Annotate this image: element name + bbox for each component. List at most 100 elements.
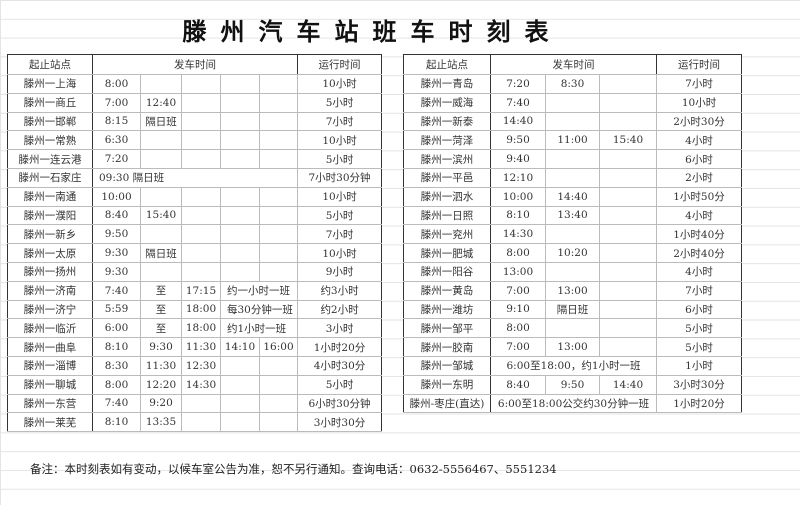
departure-time-cell[interactable]: 8:30 xyxy=(92,355,141,376)
duration-cell[interactable]: 1小时50分 xyxy=(656,186,743,207)
station-cell[interactable]: 滕州一邹城 xyxy=(403,355,491,376)
station-cell[interactable]: 滕州一南通 xyxy=(7,186,93,207)
duration-cell[interactable]: 5小时 xyxy=(297,374,383,395)
departure-time-cell[interactable]: 15:40 xyxy=(140,205,182,226)
departure-time-cell[interactable] xyxy=(181,224,221,245)
station-cell[interactable]: 滕州一石家庄 xyxy=(7,167,93,188)
station-cell[interactable]: 滕州一莱芜 xyxy=(7,412,93,433)
departure-time-cell[interactable]: 14:40 xyxy=(598,374,658,395)
departure-time-cell[interactable] xyxy=(258,186,299,207)
departure-time-cell[interactable]: 8:10 xyxy=(490,205,546,226)
duration-cell[interactable]: 5小时 xyxy=(656,318,743,339)
departure-time-cell[interactable] xyxy=(181,412,221,433)
departure-time-cell[interactable] xyxy=(598,111,658,132)
station-cell[interactable]: 滕州一济南 xyxy=(7,280,93,301)
departure-time-cell[interactable]: 8:00 xyxy=(92,374,141,395)
departure-time-cell[interactable]: 5:59 xyxy=(92,299,141,320)
departure-time-cell[interactable]: 9:50 xyxy=(92,224,141,245)
station-cell[interactable]: 滕州一常熟 xyxy=(7,130,93,151)
departure-time-cell[interactable]: 8:40 xyxy=(92,205,141,226)
station-cell[interactable]: 滕州一胶南 xyxy=(403,337,491,357)
departure-time-cell[interactable] xyxy=(598,280,658,301)
station-cell[interactable]: 滕州一平邑 xyxy=(403,167,491,188)
departure-time-cell[interactable]: 9:30 xyxy=(140,337,182,357)
departure-time-cell[interactable]: 6:00 xyxy=(92,318,141,339)
departure-time-cell[interactable] xyxy=(140,149,182,169)
departure-time-cell[interactable]: 8:00 xyxy=(92,74,141,94)
departure-time-cell[interactable] xyxy=(181,261,221,282)
departure-time-cell[interactable]: 9:10 xyxy=(490,299,546,320)
departure-time-cell[interactable] xyxy=(140,186,182,207)
departure-time-cell[interactable]: 7:20 xyxy=(92,149,141,169)
header-departure[interactable]: 发车时间 xyxy=(489,54,658,75)
duration-cell[interactable]: 10小时 xyxy=(297,186,383,207)
departure-time-cell[interactable] xyxy=(598,205,658,226)
station-cell[interactable]: 滕州一阳谷 xyxy=(403,261,491,282)
departure-time-cell[interactable] xyxy=(220,205,260,226)
departure-time-cell[interactable] xyxy=(598,149,658,169)
duration-cell[interactable]: 9小时 xyxy=(297,261,383,282)
departure-time-cell[interactable] xyxy=(181,111,221,132)
departure-time-cell[interactable] xyxy=(220,374,260,395)
departure-time-cell[interactable] xyxy=(220,92,260,113)
duration-cell[interactable]: 4小时 xyxy=(656,261,743,282)
duration-cell[interactable]: 1小时40分 xyxy=(656,224,743,245)
station-cell[interactable]: 滕州一连云港 xyxy=(7,149,93,169)
departure-time-cell[interactable] xyxy=(598,167,658,188)
departure-time-cell[interactable] xyxy=(220,111,260,132)
departure-time-cell[interactable] xyxy=(598,299,658,320)
duration-cell[interactable]: 3小时30分 xyxy=(297,412,383,433)
departure-time-cell[interactable] xyxy=(220,149,260,169)
departure-time-cell[interactable] xyxy=(181,393,221,414)
departure-time-cell[interactable] xyxy=(181,149,221,169)
departure-time-cell[interactable]: 13:00 xyxy=(545,337,600,357)
duration-cell[interactable]: 5小时 xyxy=(297,205,383,226)
duration-cell[interactable]: 4小时30分 xyxy=(297,355,383,376)
departure-time-cell[interactable]: 14:30 xyxy=(490,224,546,245)
station-cell[interactable]: 滕州一淄博 xyxy=(7,355,93,376)
departure-time-cell[interactable] xyxy=(545,261,600,282)
departure-time-cell[interactable]: 10:00 xyxy=(92,186,141,207)
departure-time-cell[interactable]: 7:00 xyxy=(490,280,546,301)
departure-time-cell[interactable] xyxy=(220,412,260,433)
departure-time-cell[interactable] xyxy=(545,318,600,339)
duration-cell[interactable]: 2小时40分 xyxy=(656,243,743,263)
duration-cell[interactable]: 6小时30分钟 xyxy=(297,393,383,414)
header-station[interactable]: 起止站点 xyxy=(403,54,491,75)
departure-time-cell[interactable] xyxy=(181,92,221,113)
departure-time-cell[interactable]: 12:30 xyxy=(181,355,221,376)
duration-cell[interactable]: 7小时 xyxy=(656,280,743,301)
departure-time-cell[interactable] xyxy=(140,261,182,282)
departure-time-cell[interactable]: 8:40 xyxy=(490,374,546,395)
departure-time-cell[interactable]: 18:00 xyxy=(181,318,221,339)
departure-time-cell[interactable] xyxy=(258,224,299,245)
departure-time-cell[interactable] xyxy=(258,74,299,94)
frequency-note-cell[interactable]: 每30分钟一班 xyxy=(219,299,299,320)
departure-time-cell[interactable] xyxy=(258,374,299,395)
frequency-note-cell[interactable]: 约1小时一班 xyxy=(219,318,299,339)
departure-time-cell[interactable] xyxy=(220,130,260,151)
departure-time-cell[interactable] xyxy=(220,224,260,245)
station-cell[interactable]: 滕州一邯郸 xyxy=(7,111,93,132)
station-cell[interactable]: 滕州一滨州 xyxy=(403,149,491,169)
header-departure[interactable]: 发车时间 xyxy=(91,54,299,75)
departure-time-cell[interactable] xyxy=(598,224,658,245)
departure-time-cell[interactable]: 18:00 xyxy=(181,299,221,320)
station-cell[interactable]: 滕州一兖州 xyxy=(403,224,491,245)
station-cell[interactable]: 滕州一临沂 xyxy=(7,318,93,339)
station-cell[interactable]: 滕州一肥城 xyxy=(403,243,491,263)
departure-time-cell[interactable]: 17:15 xyxy=(181,280,221,301)
departure-time-cell[interactable]: 9:50 xyxy=(545,374,600,395)
header-station[interactable]: 起止站点 xyxy=(7,54,93,75)
station-cell[interactable]: 滕州一黄岛 xyxy=(403,280,491,301)
departure-time-cell[interactable]: 7:00 xyxy=(490,337,546,357)
station-cell[interactable]: 滕州一新乡 xyxy=(7,224,93,245)
duration-cell[interactable]: 6小时 xyxy=(656,299,743,320)
station-cell[interactable]: 滕州一济宁 xyxy=(7,299,93,320)
departure-time-cell[interactable]: 6:30 xyxy=(92,130,141,151)
departure-time-cell[interactable] xyxy=(258,261,299,282)
departure-time-cell[interactable] xyxy=(181,186,221,207)
departure-time-cell[interactable] xyxy=(140,130,182,151)
departure-time-cell[interactable] xyxy=(545,167,600,188)
departure-time-cell[interactable]: 7:40 xyxy=(490,92,546,113)
